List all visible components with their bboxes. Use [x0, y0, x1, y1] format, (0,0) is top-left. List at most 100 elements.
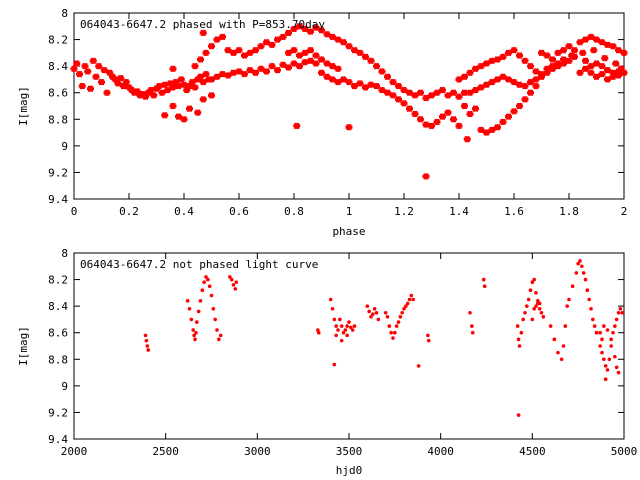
data-point-arm	[285, 31, 292, 35]
data-point-arm	[274, 38, 281, 42]
data-point-arm	[384, 75, 391, 79]
data-point	[598, 344, 602, 348]
data-point-arm	[186, 107, 193, 111]
data-point-arm	[351, 48, 358, 52]
unphased-light-curve-panel: 8 8.2 8.4 8.6 8.8 9 9.2 9.4 2000 2500 3000 3500 400…	[17, 247, 637, 477]
data-point-arm	[208, 93, 215, 97]
data-point	[530, 280, 535, 285]
data-point-arm	[175, 115, 182, 119]
data-point-arm	[617, 67, 625, 71]
data-point	[585, 288, 590, 293]
data-point-arm	[147, 88, 155, 92]
data-point	[576, 261, 580, 266]
data-point-arm	[356, 81, 364, 85]
data-point	[516, 337, 521, 342]
data-point-arm	[230, 51, 237, 55]
data-point	[343, 328, 348, 332]
y-tick-label: 9.4	[48, 433, 68, 446]
data-point-arm	[560, 48, 567, 52]
data-point-arm	[142, 95, 149, 99]
data-point-arm	[263, 69, 270, 73]
data-point	[587, 297, 591, 302]
data-point-arm	[527, 80, 534, 84]
data-point	[334, 324, 338, 328]
data-point-arm	[373, 64, 380, 68]
data-point-arm	[235, 69, 243, 73]
data-point	[396, 320, 401, 324]
data-point	[229, 277, 234, 282]
data-point-arm	[582, 38, 589, 42]
data-point-arm	[213, 75, 221, 79]
data-point-arm	[463, 137, 471, 141]
data-point-arm	[161, 113, 169, 117]
data-point	[534, 291, 538, 295]
data-point-arm	[120, 84, 127, 88]
x-tick-label: 0.6	[229, 205, 249, 218]
data-point	[345, 333, 349, 338]
x-tick-label: 0.8	[284, 205, 304, 218]
data-point-arm	[576, 71, 584, 75]
data-point-arm	[466, 112, 474, 116]
data-point	[602, 357, 606, 362]
data-point-arm	[73, 61, 81, 65]
data-point-arm	[81, 64, 89, 68]
data-point	[532, 307, 536, 311]
data-point	[213, 317, 217, 322]
chart-title: 064043-6647.2 phased with P=853.70day	[80, 18, 325, 31]
data-point-arm	[472, 67, 479, 71]
data-point-arm	[367, 59, 375, 63]
data-point-arm	[378, 69, 386, 73]
data-point	[196, 309, 201, 314]
data-point	[411, 297, 415, 302]
data-point-arm	[318, 71, 325, 75]
data-point-arm	[197, 75, 204, 79]
data-point	[607, 357, 612, 362]
data-point	[391, 336, 395, 340]
y-tick-label: 8	[61, 7, 68, 20]
data-point-arm	[285, 65, 292, 69]
data-point	[339, 338, 344, 343]
data-point	[374, 310, 379, 315]
data-point-arm	[417, 117, 424, 121]
data-point-arm	[488, 59, 496, 63]
data-point-arm	[166, 81, 174, 85]
data-point-arm	[560, 58, 567, 61]
data-point	[405, 301, 410, 306]
data-point-arm	[433, 91, 441, 95]
data-point	[234, 280, 239, 285]
data-point	[583, 277, 588, 282]
data-point	[470, 324, 474, 328]
data-point-arm	[202, 72, 210, 76]
data-point-arm	[114, 81, 122, 85]
data-point	[339, 324, 344, 328]
data-point-arm	[122, 80, 130, 84]
data-point-arm	[455, 95, 463, 99]
data-point-arm	[296, 54, 303, 58]
data-point-arm	[106, 71, 114, 75]
data-point-arm	[461, 104, 468, 108]
data-point	[574, 271, 579, 275]
data-point	[530, 317, 535, 322]
data-point-arm	[587, 64, 595, 68]
data-point	[548, 324, 553, 328]
data-point	[145, 344, 150, 348]
data-point-arm	[510, 109, 518, 113]
data-point-arm	[84, 69, 92, 73]
data-point-arm	[98, 80, 105, 84]
data-point	[398, 314, 403, 319]
data-point	[218, 333, 223, 338]
data-point	[332, 362, 337, 367]
data-point	[539, 310, 544, 315]
data-point	[198, 299, 203, 303]
data-point-arm	[466, 71, 474, 75]
data-point	[350, 328, 355, 332]
data-point	[192, 333, 196, 338]
x-tick-label: 3500	[336, 445, 363, 458]
data-point-arm	[318, 28, 325, 32]
data-point-arm	[499, 75, 507, 79]
data-point-arm	[598, 72, 606, 76]
data-point-arm	[241, 72, 248, 76]
x-axis-ticks: 0 0.2 0.4 0.6 0.8 1 1.2 1.4 1.6 1.8 2	[71, 13, 627, 218]
data-point-arm	[290, 61, 298, 65]
data-point-arm	[144, 91, 152, 95]
